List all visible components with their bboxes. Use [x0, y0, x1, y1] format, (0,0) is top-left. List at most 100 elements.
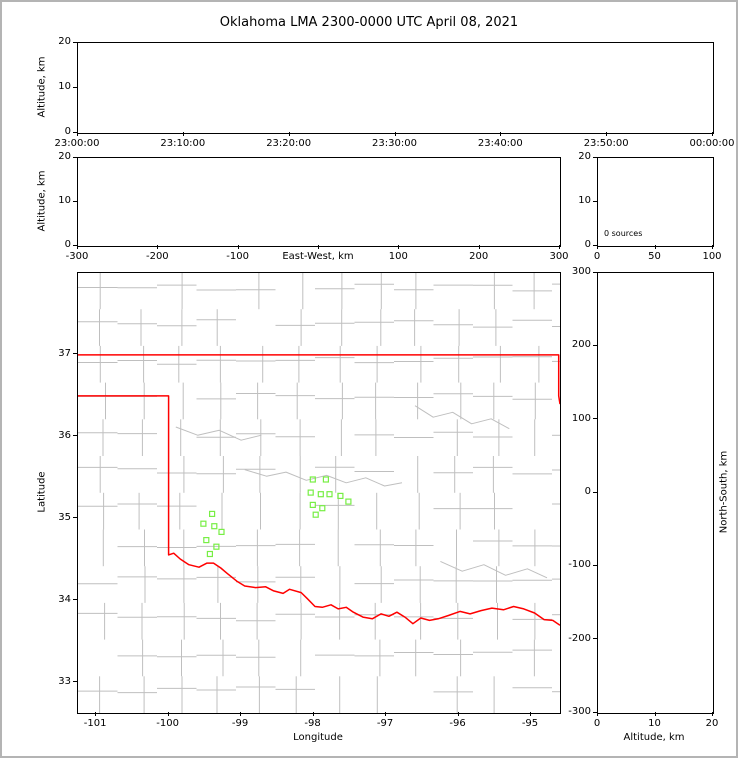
ns-ytick: 300	[571, 266, 591, 277]
map-xtick-mark	[167, 712, 169, 716]
ew-ytick: 0	[64, 239, 71, 250]
county-river-line	[440, 560, 548, 579]
lma-station-marker	[309, 476, 316, 483]
time-xtick: 23:40:00	[477, 138, 523, 149]
hist-xtick-mark	[597, 245, 598, 249]
lma-station-marker	[317, 491, 324, 498]
time-xtick-mark	[77, 132, 78, 136]
map-xtick: -100	[156, 718, 179, 729]
lma-station-marker	[307, 489, 314, 496]
county-river-line	[175, 426, 262, 441]
source-count-label: 0 sources	[604, 229, 643, 238]
ew-ytick: 10	[58, 195, 71, 206]
ew-ytick-mark	[73, 200, 77, 202]
hist-xtick: 100	[702, 251, 722, 262]
time-ytick-mark	[73, 131, 77, 133]
panel-eastwest-height	[77, 157, 561, 247]
time-xtick-mark	[394, 132, 396, 136]
oklahoma-map	[78, 273, 560, 713]
map-xtick-mark	[312, 712, 314, 716]
hist-ytick: 20	[578, 151, 591, 162]
ns-xtick-mark	[597, 712, 598, 716]
time-xtick-mark	[182, 132, 184, 136]
lma-station-marker	[206, 550, 213, 558]
hist-xtick: 0	[593, 251, 601, 262]
lma-station-marker	[345, 498, 352, 505]
panel-map	[77, 272, 561, 714]
map-xtick: -97	[376, 718, 394, 729]
ns-ytick-mark	[593, 344, 597, 346]
ew-xtick: -200	[145, 251, 169, 262]
ew-ytick: 20	[58, 151, 71, 162]
ew-xtick-mark	[559, 245, 560, 249]
ns-ytick: 0	[584, 486, 591, 497]
ns-ytick-mark	[593, 564, 597, 566]
lma-station-marker	[326, 491, 333, 498]
lma-station-marker	[209, 510, 216, 517]
hist-ytick-mark	[593, 244, 597, 246]
map-ytick: 37	[58, 347, 71, 359]
ew-xtick: 200	[469, 251, 489, 262]
ns-xtick: 20	[705, 718, 719, 729]
lma-station-marker	[218, 528, 225, 535]
map-xtick-mark	[385, 712, 387, 716]
ns-ytick: 200	[571, 339, 591, 351]
ew-xtick-mark	[77, 245, 78, 249]
ns-panel-xlabel: Altitude, km	[623, 732, 685, 743]
map-ytick-mark	[73, 435, 77, 437]
ew-xtick-mark	[157, 245, 159, 249]
lma-station-marker	[319, 505, 326, 512]
map-xtick-mark	[457, 712, 459, 716]
ew-xtick-mark	[398, 245, 400, 249]
figure-title: Oklahoma LMA 2300-0000 UTC April 08, 202…	[219, 15, 519, 30]
ns-ytick-mark	[593, 711, 597, 713]
map-ytick: 35	[58, 511, 71, 523]
ew-ytick-mark	[73, 156, 77, 158]
map-ytick: 34	[58, 593, 71, 605]
ew-xtick-mark	[318, 245, 319, 249]
map-xtick: -99	[231, 718, 249, 729]
map-xtick-mark	[240, 712, 242, 716]
time-xtick: 23:10:00	[160, 138, 206, 149]
lma-station-marker	[211, 523, 218, 530]
map-ytick: 33	[58, 675, 71, 687]
time-ytick: 0	[64, 126, 71, 137]
county-river-line	[414, 405, 510, 430]
hist-xtick-mark	[654, 245, 656, 249]
hist-ytick: 0	[584, 239, 591, 250]
map-ylabel: Latitude	[36, 471, 48, 513]
time-ytick-mark	[73, 41, 77, 43]
hist-ytick: 10	[578, 195, 591, 206]
oklahoma-state-border	[78, 395, 560, 626]
time-ytick-mark	[73, 86, 77, 88]
ns-ytick-mark	[593, 638, 597, 640]
hist-ytick-mark	[593, 156, 597, 158]
map-ytick-mark	[73, 599, 77, 601]
map-xtick-mark	[530, 712, 531, 716]
map-ytick-mark	[73, 517, 77, 519]
time-xtick-mark	[712, 132, 713, 136]
time-xtick: 23:30:00	[372, 138, 417, 149]
ew-xtick: 100	[388, 251, 408, 262]
ns-xtick: 10	[648, 718, 661, 729]
time-xtick-mark	[288, 132, 290, 136]
time-xtick-mark	[606, 132, 608, 136]
ns-ytick: 100	[571, 412, 591, 424]
ew-ytick-mark	[73, 244, 77, 246]
ns-panel-ylabel: North-South, km	[718, 450, 730, 534]
lma-station-marker	[312, 511, 319, 518]
oklahoma-state-border	[78, 354, 560, 405]
time-xtick: 23:20:00	[266, 138, 312, 149]
ew-xtick: 300	[549, 251, 569, 262]
lma-station-marker	[200, 520, 207, 527]
ew-panel-xlabel: East-West, km	[282, 251, 354, 262]
time-ytick: 20	[58, 36, 71, 47]
panel-altitude-histogram: 0 sources	[597, 157, 714, 247]
ns-ytick: -300	[568, 706, 591, 717]
time-ytick: 10	[58, 81, 71, 92]
map-xtick: -96	[449, 718, 466, 729]
ns-xtick-mark	[712, 712, 713, 716]
panel-time-height	[77, 42, 714, 134]
lma-station-marker	[309, 501, 316, 508]
ew-xtick: -300	[65, 251, 89, 262]
